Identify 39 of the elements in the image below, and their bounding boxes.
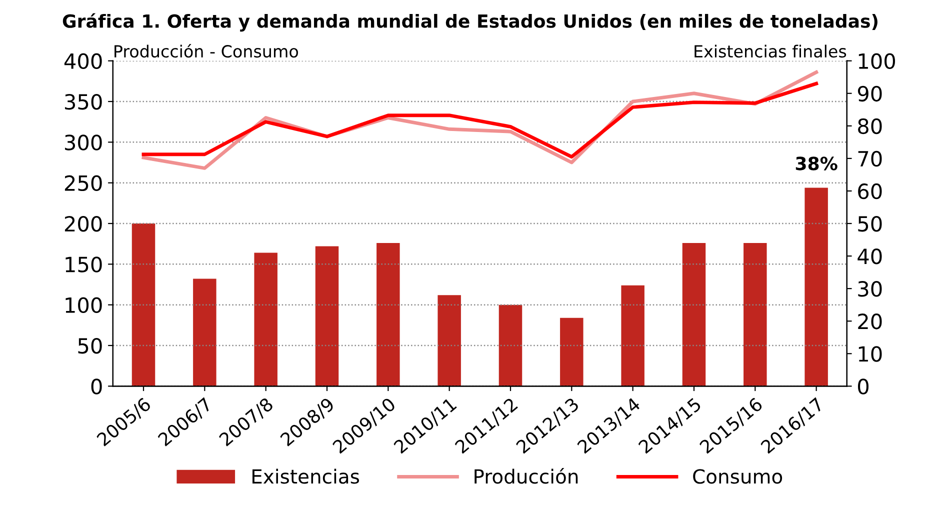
y2-tick-label: 10 — [858, 346, 882, 362]
legend-label: Producción — [474, 468, 578, 484]
bar — [376, 243, 400, 386]
y2-tick-label: 0 — [858, 378, 868, 394]
y2-tick-label: 30 — [858, 281, 882, 297]
y-tick-label: 50 — [78, 338, 102, 354]
chart-title: Gráfica 1. Oferta y demanda mundial de Estados Unidos (en miles de toneladas) — [62, 13, 878, 32]
y-axis-title: Producción - Consumo — [114, 44, 298, 58]
y-tick-label: 100 — [66, 297, 102, 314]
y-tick-label: 0 — [91, 378, 102, 394]
y-tick-label: 250 — [64, 175, 102, 192]
y-tick-label: 350 — [65, 94, 102, 110]
legend-label: Consumo — [693, 469, 782, 484]
legend-label: Existencias — [252, 468, 360, 484]
bar — [804, 188, 828, 386]
y2-tick-label: 20 — [858, 314, 882, 330]
bar — [132, 224, 156, 386]
y-tick-label: 150 — [66, 256, 102, 272]
annotation: 38% — [796, 156, 838, 170]
y2-tick-label: 90 — [858, 86, 882, 102]
bar — [254, 252, 278, 386]
bar — [621, 285, 644, 386]
bar — [560, 318, 584, 386]
y2-tick-label: 60 — [858, 183, 882, 200]
y-tick-label: 200 — [64, 216, 102, 232]
y2-tick-label: 50 — [858, 216, 882, 232]
y-tick-label: 300 — [65, 134, 102, 150]
y2-tick-label: 80 — [858, 118, 882, 134]
bar — [744, 243, 767, 386]
y2-tick-label: 100 — [858, 53, 896, 70]
y2-tick-label: 40 — [858, 248, 882, 264]
bar — [315, 246, 339, 386]
bar — [682, 243, 706, 386]
y2-axis-title: Existencias finales — [694, 44, 846, 58]
bar — [193, 278, 216, 386]
y2-tick-label: 70 — [858, 150, 882, 167]
bar — [498, 304, 522, 386]
y-tick-label: 400 — [64, 53, 102, 70]
bar — [438, 295, 461, 386]
